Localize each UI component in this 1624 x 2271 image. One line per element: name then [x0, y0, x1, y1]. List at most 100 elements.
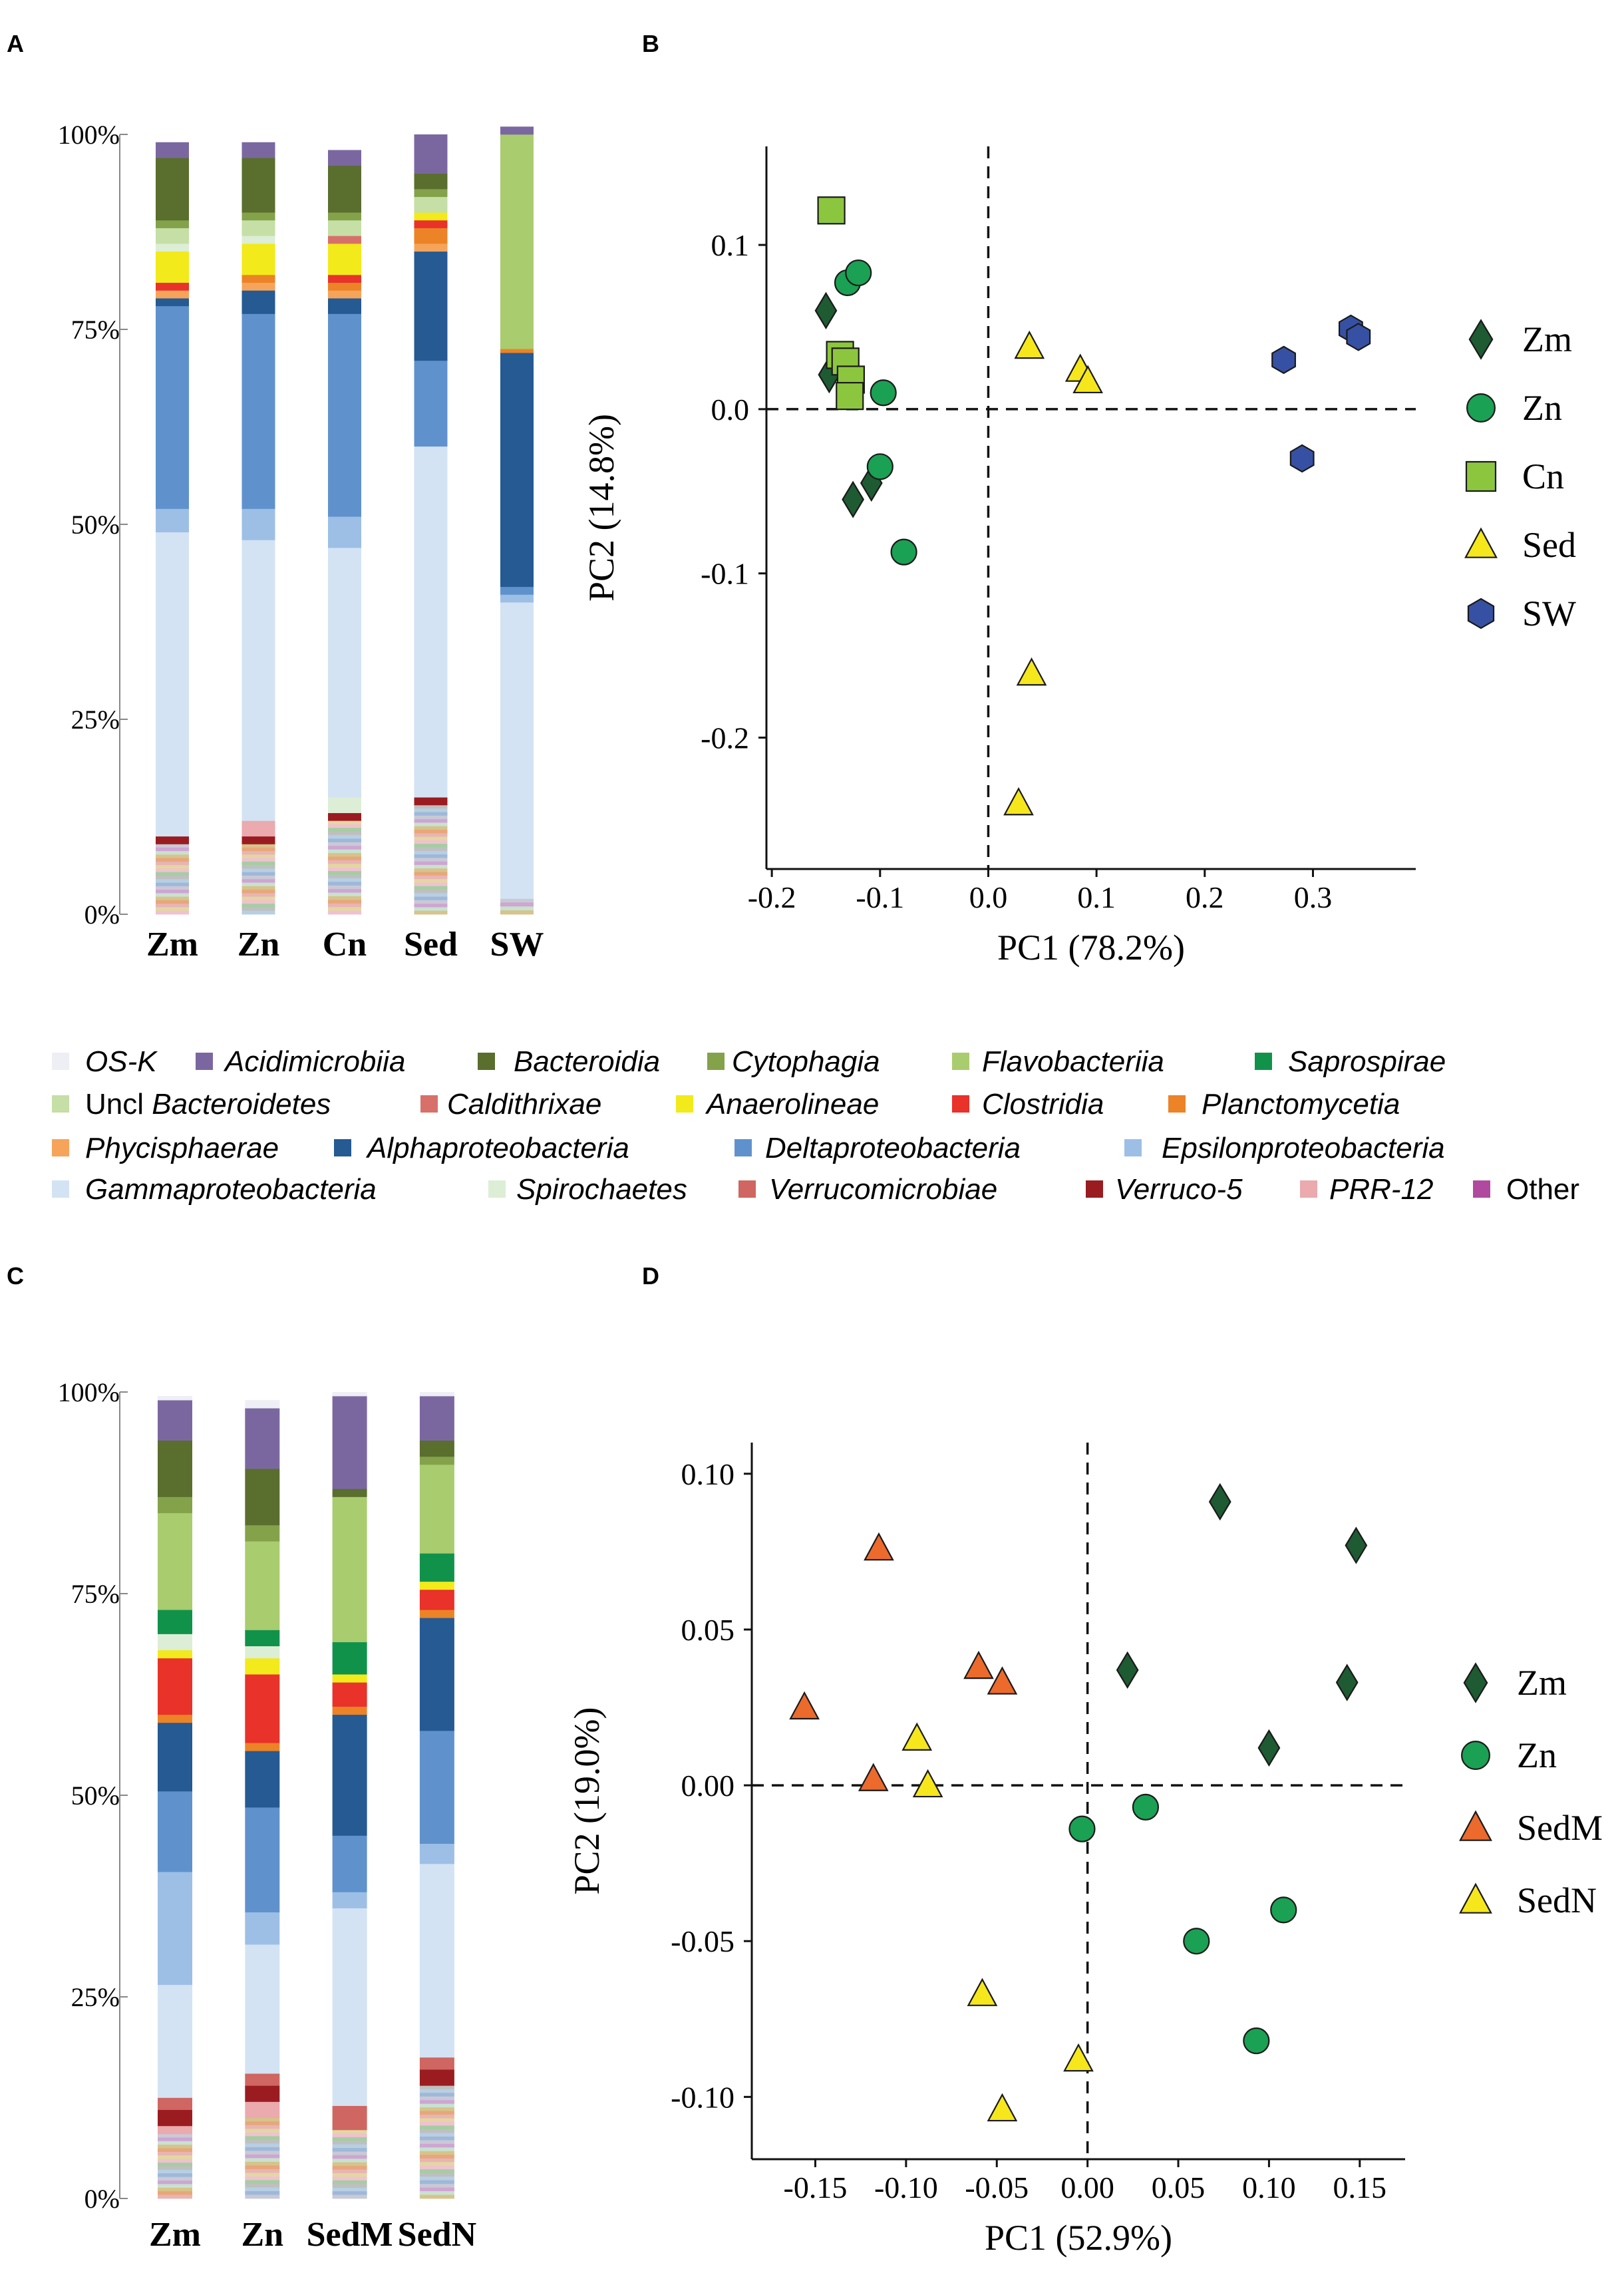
bar-segment-other-stripe	[419, 2147, 454, 2152]
bar-segment-other-stripe	[332, 2180, 367, 2184]
bar-segment-flavobacteriia	[245, 1541, 280, 1630]
legend-item-planctomycetia: Planctomycetia	[1168, 1088, 1400, 1121]
bar-segment-other-stripe	[156, 882, 189, 887]
data-point-sedm	[963, 1650, 994, 1679]
y-tick-label: -0.2	[701, 721, 749, 755]
bar-segment-other-stripe	[414, 896, 448, 901]
data-point-cn	[831, 347, 860, 376]
bar-segment-other-stripe	[328, 903, 361, 908]
legend-label: Cytophagia	[732, 1045, 880, 1078]
data-point-sed	[1003, 786, 1034, 816]
bar-segment-other-stripe	[245, 2183, 280, 2188]
bar-segment-other-stripe	[156, 847, 189, 852]
bar-segment-other-stripe	[242, 854, 275, 859]
bar-segment-bacteroidia	[419, 1440, 454, 1457]
bar-segment-other-stripe	[419, 2100, 454, 2105]
panel-label-c: C	[7, 1262, 24, 1290]
legend-swatch	[1168, 1095, 1186, 1113]
bar-segment-cytophagia	[156, 220, 189, 228]
x-tick-label: -0.05	[965, 2171, 1029, 2204]
bar-segment-other-stripe	[245, 2154, 280, 2159]
bar-segment-other-stripe	[414, 836, 448, 841]
bar-segment-gammaproteobacteria	[245, 1944, 280, 2074]
legend-label-zn: Zn	[1517, 1735, 1557, 1775]
bar-segment-acidimicrobiia	[500, 126, 534, 135]
bar-segment-other-stripe	[328, 860, 361, 864]
bar-segment-other-stripe	[156, 900, 189, 904]
bar-segment-other-stripe	[245, 2129, 280, 2133]
data-point-zm	[1257, 1729, 1281, 1767]
bar-segment-alphaproteobacteria	[500, 353, 534, 588]
bar-segment-epsilonproteobacteria	[242, 508, 275, 540]
bar-segment-other-stripe	[156, 907, 189, 912]
data-point-zn	[1270, 1896, 1297, 1924]
bar-segment-other-stripe	[245, 2173, 280, 2177]
data-point-sed	[1014, 330, 1045, 359]
bar-segment-epsilonproteobacteria	[158, 1872, 192, 1986]
legend-label-zn: Zn	[1522, 388, 1562, 428]
bar-segment-other-stripe	[156, 854, 189, 859]
bar-segment-other-stripe	[414, 893, 448, 897]
legend-swatch	[1255, 1053, 1272, 1070]
bar-segment-other-stripe	[328, 882, 361, 886]
x-category-label: Cn	[323, 926, 367, 963]
bar-segment-clostridia	[156, 282, 189, 291]
bar-segment-other-stripe	[328, 824, 361, 828]
bar-segment-other-stripe	[158, 2145, 192, 2149]
bar-segment-gammaproteobacteria	[158, 1984, 192, 2098]
legend-label-zm: Zm	[1517, 1663, 1567, 1703]
bar-segment-verruco-5	[328, 812, 361, 821]
bar-segment-other-stripe	[419, 2194, 454, 2199]
bar-segment-other-stripe	[328, 831, 361, 836]
legend-label-sedm: SedM	[1517, 1808, 1603, 1848]
bar-zm	[156, 142, 189, 915]
panel-b-pca-scatter: -0.2 -0.1 0.0 0.1 0.2 0.3 -0.2 -0.1 0.0 0.1 PC1 (7…	[581, 146, 1576, 967]
data-point-sedn	[912, 1769, 943, 1798]
bar-segment-other-stripe	[328, 910, 361, 915]
bar-segment-other-stripe	[419, 2143, 454, 2148]
panel-c-stacked-bar-chart: 0% 25% 50% 75% 100% Zm Zn SedM SedN	[58, 1377, 476, 2254]
bar-segment-os-k	[245, 1400, 280, 1409]
y-tick-label: -0.1	[701, 557, 749, 591]
bar-segment-other-stripe	[242, 893, 275, 898]
bar-segment-bacteroidia	[328, 165, 361, 213]
bar-segment-acidimicrobiia	[245, 1408, 280, 1469]
data-point-sedn	[967, 1978, 998, 2006]
data-point-zn	[890, 538, 917, 566]
legend-marker-zn	[1466, 393, 1496, 423]
bar-sw	[500, 126, 534, 915]
legend-item-deltaproteobacteria: Deltaproteobacteria	[734, 1132, 1021, 1164]
y-tick-label: 0.00	[681, 1769, 735, 1803]
bar-segment-verrucomicrobiae	[419, 2057, 454, 2070]
bar-segment-clostridia	[419, 1589, 454, 1610]
data-point-zm	[842, 480, 865, 518]
legend-label: Other	[1506, 1173, 1579, 1206]
bar-segment-phycisphaerae	[414, 244, 448, 252]
x-tick-label: 0.0	[969, 880, 1008, 914]
bar-segment-other-stripe	[328, 856, 361, 861]
taxa-legend: OS-K Acidimicrobiia Bacteroidia Cytophag…	[52, 1045, 1579, 1206]
bar-segment-other-stripe	[156, 865, 189, 869]
bar-segment-planctomycetia	[332, 1706, 367, 1715]
legend-label-sedn: SedN	[1517, 1880, 1597, 1920]
legend-item-phycisphaerae: Phycisphaerae	[52, 1132, 279, 1164]
data-point-sedn	[987, 2093, 1018, 2122]
legend-swatch	[734, 1139, 752, 1156]
bar-segment-gammaproteobacteria	[414, 446, 448, 798]
bar-segment-spirochaetes	[328, 797, 361, 813]
legend-item-cytophagia: Cytophagia	[707, 1045, 880, 1078]
data-point-zn	[1132, 1793, 1160, 1821]
x-tick-label: 0.1	[1077, 880, 1116, 914]
bar-segment-bacteroidia	[158, 1440, 192, 1497]
bar-segment-other-stripe	[242, 910, 275, 915]
bar-segment-other-stripe	[419, 2107, 454, 2112]
bar-segment-verruco-5	[156, 836, 189, 844]
bar-segment-other-stripe	[156, 858, 189, 862]
bar-segment-other-stripe	[328, 907, 361, 911]
bar-segment-other-stripe	[156, 879, 189, 883]
bar-segment-other-stripe	[328, 871, 361, 875]
y-tick-label: 75%	[71, 315, 120, 345]
scatter-legend: Zm Zn SedM SedN	[1459, 1662, 1603, 1920]
bar-segment-other-stripe	[242, 844, 275, 848]
bar-segment-other-stripe	[242, 875, 275, 880]
